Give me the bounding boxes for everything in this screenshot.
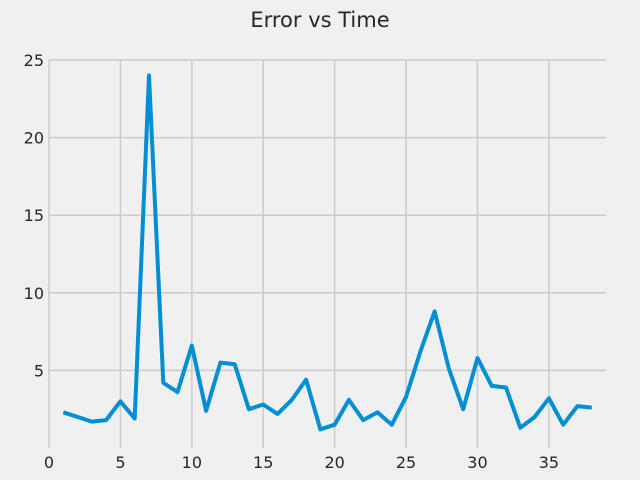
series-layer bbox=[62, 73, 592, 432]
x-tick-label: 20 bbox=[324, 453, 344, 472]
y-tick-label: 5 bbox=[34, 361, 44, 380]
x-tick-label: 0 bbox=[44, 453, 54, 472]
chart-title: Error vs Time bbox=[250, 8, 389, 32]
x-axis-ticks: 0 5 10 15 20 25 30 35 bbox=[44, 453, 559, 472]
grid bbox=[48, 59, 606, 448]
y-axis-ticks: 5 10 15 20 25 bbox=[24, 51, 44, 380]
x-tick-label: 15 bbox=[253, 453, 273, 472]
y-tick-label: 10 bbox=[24, 284, 44, 303]
x-tick-label: 10 bbox=[182, 453, 202, 472]
x-tick-label: 5 bbox=[115, 453, 125, 472]
y-tick-label: 25 bbox=[24, 51, 44, 70]
y-tick-label: 20 bbox=[24, 129, 44, 148]
y-tick-label: 15 bbox=[24, 206, 44, 225]
series-line bbox=[62, 73, 592, 432]
x-tick-label: 25 bbox=[396, 453, 416, 472]
x-tick-label: 30 bbox=[467, 453, 487, 472]
x-tick-label: 35 bbox=[539, 453, 559, 472]
